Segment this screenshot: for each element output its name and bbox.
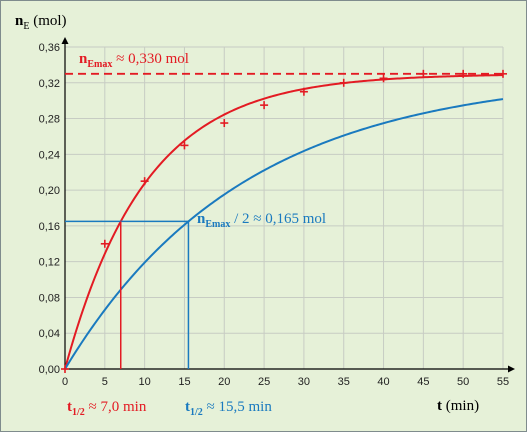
y-tick-label: 0,28 (39, 114, 60, 126)
t-half-red-bold: t (67, 399, 72, 415)
x-tick-label: 35 (338, 376, 350, 388)
data-point (100, 239, 109, 248)
tick-labels: 0 5 10 15 20 25 30 35 40 45 50 55 0,00 0,04 0,08 0,12 0,… (39, 42, 510, 388)
y-axis-label-bold: n (15, 13, 24, 29)
t-half-blue-sub: 1/2 (190, 407, 203, 418)
nhalf-bold: n (197, 211, 206, 227)
axes (61, 37, 515, 373)
x-axis-label-bold: t (437, 398, 442, 414)
t-half-blue-rest: ≈ 15,5 min (203, 399, 273, 415)
y-tick-label: 0,32 (39, 78, 60, 90)
x-tick-label: 30 (298, 376, 310, 388)
t-half-blue-bold: t (185, 399, 190, 415)
x-axis-label-rest: (min) (442, 398, 479, 414)
x-tick-label: 40 (377, 376, 389, 388)
data-point (140, 177, 149, 186)
x-tick-label: 45 (417, 376, 429, 388)
nhalf-annotation: nEmax / 2 ≈ 0,165 mol (197, 211, 326, 230)
data-point (299, 87, 308, 96)
nmax-bold: n (79, 51, 88, 67)
y-tick-label: 0,08 (39, 292, 60, 304)
x-tick-label: 50 (457, 376, 469, 388)
curves (64, 74, 504, 370)
y-axis-label-sub: E (23, 21, 29, 32)
data-point (61, 365, 69, 373)
t-half-red-sub: 1/2 (72, 407, 85, 418)
red-curve (64, 74, 504, 370)
y-tick-label: 0,16 (39, 221, 60, 233)
x-tick-label: 10 (139, 376, 151, 388)
y-tick-label: 0,04 (39, 328, 60, 340)
data-point (260, 101, 269, 110)
nhalf-rest: / 2 ≈ 0,165 mol (230, 211, 326, 227)
nmax-sub: Emax (87, 59, 112, 70)
y-tick-label: 0,24 (39, 149, 60, 161)
plot-area (65, 47, 503, 369)
data-point (499, 69, 507, 78)
t-half-red-rest: ≈ 7,0 min (85, 399, 147, 415)
x-axis-arrow (508, 365, 515, 373)
data-point (220, 119, 229, 128)
nhalf-sub: Emax (205, 219, 230, 230)
x-tick-label: 55 (497, 376, 509, 388)
x-tick-label: 15 (178, 376, 190, 388)
grid (64, 46, 504, 370)
blue-curve (64, 98, 504, 370)
y-tick-label: 0,12 (39, 257, 60, 269)
x-tick-label: 5 (102, 376, 108, 388)
t-half-blue-annotation: t1/2 ≈ 15,5 min (185, 399, 272, 418)
y-tick-label: 0,20 (39, 185, 60, 197)
nmax-annotation: nEmax ≈ 0,330 mol (79, 51, 189, 70)
data-point (419, 69, 428, 78)
x-tick-label: 25 (258, 376, 270, 388)
y-tick-label: 0,00 (39, 364, 60, 376)
data-point (379, 74, 388, 83)
y-tick-label: 0,36 (39, 42, 60, 54)
measured-points (61, 69, 507, 373)
data-point (459, 69, 468, 78)
data-point (339, 78, 348, 87)
y-axis-arrow (61, 37, 69, 44)
nmax-rest: ≈ 0,330 mol (112, 51, 189, 67)
data-point (180, 141, 189, 150)
guide-lines (65, 72, 503, 369)
y-axis-label: nE (mol) (15, 13, 67, 32)
x-axis-label: t (min) (437, 398, 479, 414)
x-tick-label: 0 (62, 376, 68, 388)
x-tick-label: 20 (218, 376, 230, 388)
t-half-red-annotation: t1/2 ≈ 7,0 min (67, 399, 147, 418)
y-axis-label-rest: (mol) (29, 13, 66, 29)
